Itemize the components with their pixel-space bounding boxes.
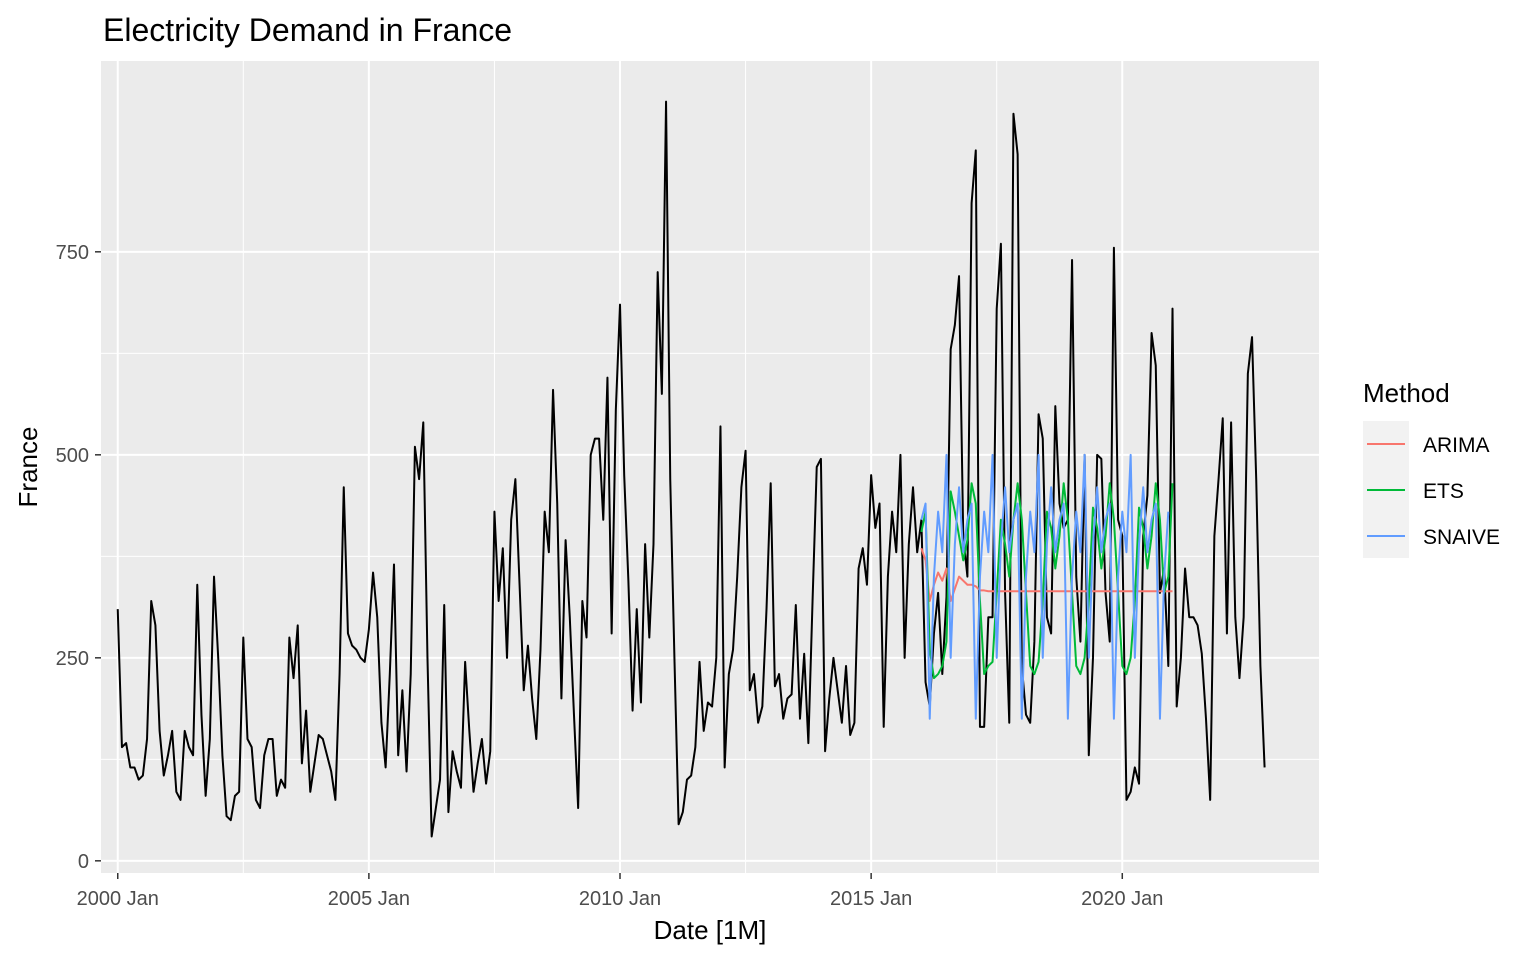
legend-title: Method	[1363, 378, 1450, 408]
legend-items: ARIMA ETS SNAIVE	[1367, 434, 1500, 549]
actual-series-line	[116, 100, 1266, 838]
y-tick-label: 250	[56, 648, 89, 670]
legend-label-snaive: SNAIVE	[1423, 526, 1500, 549]
x-tick-label: 2020 Jan	[1081, 888, 1163, 910]
arima-series-line	[920, 547, 1173, 602]
y-axis-ticks: 0 250 500 750	[56, 242, 101, 873]
snaive-series-line	[920, 453, 1170, 720]
legend: Method ARIMA ETS SNAIVE	[1363, 378, 1500, 558]
y-axis-title: France	[13, 427, 43, 508]
major-gridlines	[101, 61, 1319, 873]
x-tick-label: 2005 Jan	[328, 888, 410, 910]
ets-series-line	[920, 482, 1174, 680]
y-tick-label: 750	[56, 242, 89, 264]
x-tick-label: 2000 Jan	[77, 888, 159, 910]
y-tick-label: 0	[78, 851, 89, 873]
plot-panel	[101, 61, 1319, 873]
x-axis-title: Date [1M]	[654, 915, 767, 945]
x-axis-ticks: 2000 Jan 2005 Jan 2010 Jan 2015 Jan 2020 Jan	[77, 873, 1163, 910]
x-tick-label: 2015 Jan	[830, 888, 912, 910]
series-layer	[116, 100, 1266, 838]
legend-label-arima: ARIMA	[1423, 434, 1490, 457]
legend-label-ets: ETS	[1423, 480, 1464, 503]
chart-title: Electricity Demand in France	[103, 12, 512, 48]
y-tick-label: 500	[56, 445, 89, 467]
x-tick-label: 2010 Jan	[579, 888, 661, 910]
